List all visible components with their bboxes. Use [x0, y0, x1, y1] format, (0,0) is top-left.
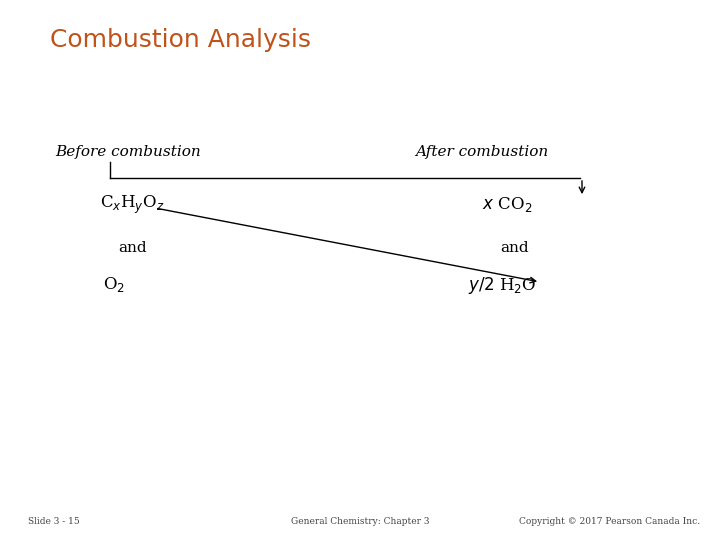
Text: Before combustion: Before combustion — [55, 145, 201, 159]
Text: Copyright © 2017 Pearson Canada Inc.: Copyright © 2017 Pearson Canada Inc. — [519, 517, 700, 526]
Text: $x\ \mathregular{CO}_2$: $x\ \mathregular{CO}_2$ — [482, 195, 533, 214]
Text: and: and — [118, 241, 147, 255]
Text: Slide 3 - 15: Slide 3 - 15 — [28, 517, 80, 526]
Text: After combustion: After combustion — [415, 145, 548, 159]
Text: Combustion Analysis: Combustion Analysis — [50, 28, 311, 52]
Text: $\mathregular{O}_2$: $\mathregular{O}_2$ — [103, 275, 125, 294]
Text: $y/2\ \mathregular{H}_2\mathregular{O}$: $y/2\ \mathregular{H}_2\mathregular{O}$ — [468, 274, 536, 295]
Text: $\mathregular{C}_x\mathregular{H}_y\mathregular{O}_z$: $\mathregular{C}_x\mathregular{H}_y\math… — [100, 194, 164, 216]
Text: General Chemistry: Chapter 3: General Chemistry: Chapter 3 — [291, 517, 429, 526]
Text: and: and — [500, 241, 528, 255]
